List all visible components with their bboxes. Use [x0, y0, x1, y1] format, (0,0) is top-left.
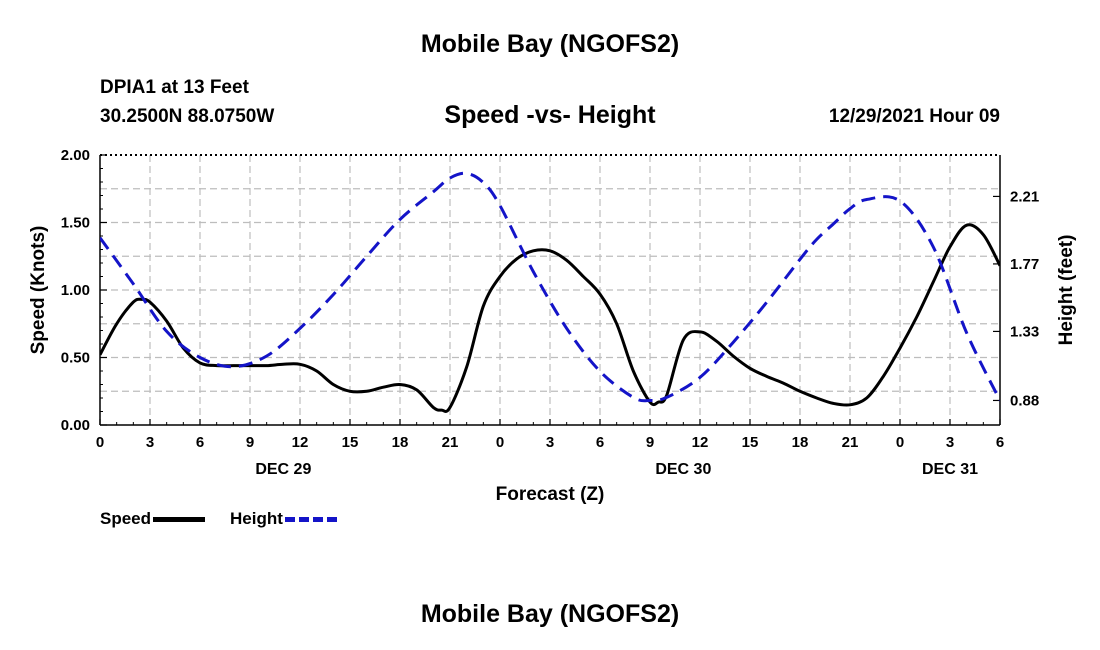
- y-tick-label: 1.50: [61, 215, 90, 232]
- chart-title: Mobile Bay (NGOFS2): [420, 30, 680, 58]
- x-tick-label: 9: [646, 434, 654, 451]
- y2-tick-label: 0.88: [1010, 392, 1039, 409]
- y-tick-label: 1.00: [61, 282, 90, 299]
- y2-axis-title: Height (feet): [1056, 235, 1077, 346]
- x-tick-label: 6: [996, 434, 1004, 451]
- x-tick-label: 21: [842, 434, 859, 451]
- x-tick-label: 15: [742, 434, 759, 451]
- x-tick-label: 15: [342, 434, 359, 451]
- chart-subtitle: Speed -vs- Height: [444, 101, 656, 129]
- x-tick-label: 18: [792, 434, 809, 451]
- forecast-datetime: 12/29/2021 Hour 09: [828, 106, 1000, 127]
- x-tick-label: 6: [196, 434, 204, 451]
- x-tick-label: 3: [546, 434, 554, 451]
- station-coordinates: 30.2500N 88.0750W: [100, 106, 275, 127]
- legend-height: Height: [230, 509, 337, 529]
- x-tick-label: 21: [442, 434, 459, 451]
- x-tick-label: 12: [692, 434, 709, 451]
- legend-speed-swatch: [153, 516, 206, 522]
- y-tick-label: 0.00: [61, 417, 90, 434]
- x-tick-label: 0: [896, 434, 904, 451]
- day-label: DEC 31: [922, 461, 978, 478]
- y2-tick-label: 1.77: [1010, 256, 1039, 273]
- station-label: DPIA1 at 13 Feet: [100, 77, 249, 98]
- height-series-line: [100, 171, 1000, 403]
- x-tick-label: 18: [392, 434, 409, 451]
- x-tick-label: 9: [246, 434, 254, 451]
- legend-height-swatch: [284, 516, 337, 522]
- day-label: DEC 29: [255, 461, 311, 478]
- y2-tick-label: 1.33: [1010, 323, 1039, 340]
- y-tick-label: 2.00: [61, 147, 90, 164]
- x-tick-label: 12: [292, 434, 309, 451]
- y-axis-title: Speed (Knots): [28, 226, 49, 355]
- x-tick-label: 0: [96, 434, 104, 451]
- legend-speed: Speed: [100, 509, 206, 529]
- x-tick-label: 3: [146, 434, 154, 451]
- legend-speed-label: Speed: [100, 509, 152, 528]
- speed-series-line: [100, 223, 1000, 413]
- x-tick-label: 3: [946, 434, 954, 451]
- y-tick-label: 0.50: [61, 350, 90, 367]
- legend-height-label: Height: [230, 509, 283, 528]
- day-label: DEC 30: [655, 461, 711, 478]
- x-tick-label: 0: [496, 434, 504, 451]
- x-tick-label: 6: [596, 434, 604, 451]
- x-axis-title: Forecast (Z): [496, 484, 605, 505]
- footer-title: Mobile Bay (NGOFS2): [420, 600, 680, 628]
- y2-tick-label: 2.21: [1010, 188, 1039, 205]
